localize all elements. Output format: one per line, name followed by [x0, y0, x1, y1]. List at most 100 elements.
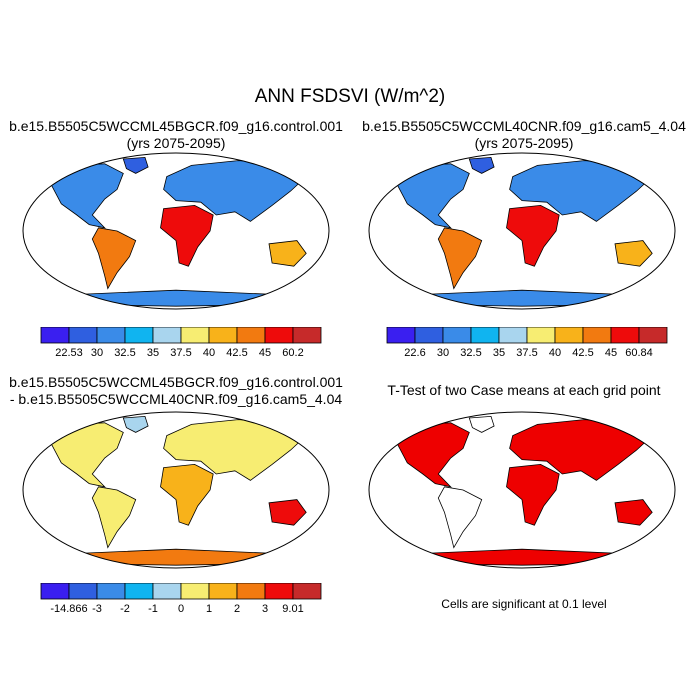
- colorbar-tick-label: -3: [92, 603, 102, 615]
- greenland-landmass: [122, 415, 149, 433]
- colorbar-swatch: [236, 583, 266, 600]
- colorbar-swatch: [208, 327, 238, 344]
- colorbar-swatch: [180, 327, 210, 344]
- colorbar-swatch: [68, 583, 98, 600]
- colorbar-tick-label: 32.5: [114, 347, 135, 359]
- colorbar-swatch: [68, 327, 98, 344]
- colorbar-swatch: [124, 583, 154, 600]
- africa-landmass: [506, 204, 560, 267]
- panel-2-case-name: b.e15.B5505C5WCCML40CNR.f09_g16.cam5_4.0…: [362, 118, 686, 134]
- colorbar-swatch: [582, 327, 612, 344]
- north-america-landmass: [42, 422, 124, 488]
- australia-landmass: [614, 499, 653, 526]
- colorbar-tick-label: 42.5: [572, 347, 593, 359]
- colorbar-tick-label: 0: [178, 603, 184, 615]
- colorbar-swatch: [442, 327, 472, 344]
- colorbar-swatch: [152, 583, 182, 600]
- colorbar-tick-label: 60.2: [282, 347, 303, 359]
- colorbar-swatch: [40, 583, 70, 600]
- colorbar-tick-label: 40: [549, 347, 561, 359]
- colorbar-swatch: [610, 327, 640, 344]
- panel-4-significance-note: Cells are significant at 0.1 level: [441, 597, 607, 611]
- panel-3-difference-map: [22, 411, 330, 569]
- north-america-landmass: [42, 163, 124, 229]
- greenland-landmass: [468, 415, 495, 433]
- panel-2-title: b.e15.B5505C5WCCML40CNR.f09_g16.cam5_4.0…: [348, 118, 700, 152]
- colorbar-swatch: [386, 327, 416, 344]
- panel-1-colorbar: 22.53 30 32.5 35 37.5 40 42.5 45 60.2: [40, 327, 322, 359]
- panel-4-title: T-Test of two Case means at each grid po…: [387, 382, 661, 398]
- colorbar-tick-label: 60.84: [625, 347, 653, 359]
- colorbar-tick-label: 22.53: [55, 347, 83, 359]
- panel-3-colorbar: -14.866 -3 -2 -1 0 1 2 3 9.01: [40, 583, 322, 615]
- colorbar-tick-label: 30: [91, 347, 103, 359]
- colorbar-swatch: [236, 327, 266, 344]
- colorbar-swatch: [470, 327, 500, 344]
- panel-3-case-name: b.e15.B5505C5WCCML45BGCR.f09_g16.control…: [9, 374, 343, 390]
- colorbar-swatch: [414, 327, 444, 344]
- panel-1-case-name: b.e15.B5505C5WCCML45BGCR.f09_g16.control…: [9, 118, 343, 134]
- colorbar-swatch: [264, 583, 294, 600]
- colorbar-swatch: [526, 327, 556, 344]
- colorbar-swatch: [638, 327, 668, 344]
- south-america-landmass: [91, 227, 137, 290]
- map-border: [368, 411, 676, 569]
- colorbar-tick-label: 30: [437, 347, 449, 359]
- north-america-landmass: [388, 422, 470, 488]
- panel-1-title: b.e15.B5505C5WCCML45BGCR.f09_g16.control…: [0, 118, 352, 152]
- panel-2-years: (yrs 2075-2095): [474, 135, 574, 151]
- colorbar-swatch: [96, 583, 126, 600]
- south-america-landmass: [437, 486, 483, 549]
- australia-landmass: [614, 240, 653, 267]
- south-america-landmass: [91, 486, 137, 549]
- australia-landmass: [268, 240, 307, 267]
- colorbar-swatch: [554, 327, 584, 344]
- panel-1-years: (yrs 2075-2095): [126, 135, 226, 151]
- colorbar-swatch: [96, 327, 126, 344]
- colorbar-swatch: [292, 327, 322, 344]
- figure-title: ANN FSDSVI (W/m^2): [254, 86, 446, 107]
- colorbar-swatch: [180, 583, 210, 600]
- colorbar-tick-label: 3: [262, 603, 268, 615]
- panel-3-title: b.e15.B5505C5WCCML45BGCR.f09_g16.control…: [0, 374, 352, 408]
- colorbar-swatch: [152, 327, 182, 344]
- colorbar-tick-label: 22.6: [404, 347, 425, 359]
- colorbar-tick-label: 35: [147, 347, 159, 359]
- colorbar-tick-label: 1: [206, 603, 212, 615]
- colorbar-swatch: [40, 327, 70, 344]
- colorbar-tick-label: 37.5: [170, 347, 191, 359]
- colorbar-tick-label: 35: [493, 347, 505, 359]
- greenland-landmass: [122, 156, 149, 174]
- panel-3-minus-case: - b.e15.B5505C5WCCML40CNR.f09_g16.cam5_4…: [9, 391, 343, 407]
- colorbar-tick-label: 32.5: [460, 347, 481, 359]
- colorbar-swatch: [208, 583, 238, 600]
- map-border: [22, 152, 330, 310]
- colorbar-tick-label: -2: [120, 603, 130, 615]
- colorbar-tick-label: 40: [203, 347, 215, 359]
- panel-2-map: [368, 152, 676, 310]
- colorbar-tick-label: -1: [148, 603, 158, 615]
- colorbar-swatch: [264, 327, 294, 344]
- north-america-landmass: [388, 163, 470, 229]
- colorbar-tick-label: 45: [605, 347, 617, 359]
- colorbar-tick-label: 45: [259, 347, 271, 359]
- panel-2-colorbar: 22.6 30 32.5 35 37.5 40 42.5 45 60.84: [386, 327, 668, 359]
- africa-landmass: [506, 463, 560, 526]
- panel-1-map: [22, 152, 330, 310]
- colorbar-tick-label: 9.01: [282, 603, 303, 615]
- australia-landmass: [268, 499, 307, 526]
- map-border: [368, 152, 676, 310]
- africa-landmass: [160, 204, 214, 267]
- africa-landmass: [160, 463, 214, 526]
- colorbar-tick-label: -14.866: [50, 603, 87, 615]
- colorbar-tick-label: 37.5: [516, 347, 537, 359]
- colorbar-swatch: [292, 583, 322, 600]
- panel-4-ttest-map: [368, 411, 676, 569]
- colorbar-swatch: [124, 327, 154, 344]
- south-america-landmass: [437, 227, 483, 290]
- colorbar-tick-label: 2: [234, 603, 240, 615]
- map-border: [22, 411, 330, 569]
- greenland-landmass: [468, 156, 495, 174]
- colorbar-swatch: [498, 327, 528, 344]
- colorbar-tick-label: 42.5: [226, 347, 247, 359]
